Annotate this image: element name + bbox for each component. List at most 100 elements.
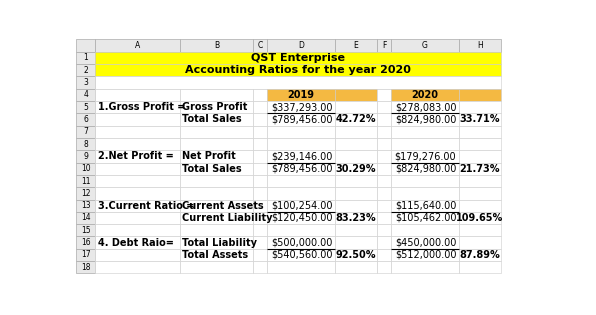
Bar — [76, 76, 95, 89]
Bar — [76, 175, 95, 187]
Bar — [377, 187, 391, 199]
Text: 1.Gross Profit =: 1.Gross Profit = — [98, 102, 185, 112]
Text: Gross Profit: Gross Profit — [182, 102, 247, 112]
Bar — [253, 113, 267, 126]
Text: $789,456.00: $789,456.00 — [271, 114, 333, 124]
Bar — [459, 138, 501, 150]
Bar — [76, 126, 95, 138]
Text: 6: 6 — [83, 115, 88, 124]
Bar — [76, 138, 95, 150]
Bar — [95, 64, 501, 76]
Bar — [180, 175, 253, 187]
Bar — [76, 237, 95, 249]
Text: Total Assets: Total Assets — [182, 250, 249, 260]
Text: 4. Debt Raio=: 4. Debt Raio= — [98, 238, 173, 248]
Bar — [76, 224, 95, 237]
Text: 8: 8 — [83, 140, 88, 149]
Bar — [95, 212, 180, 224]
Bar — [267, 163, 335, 175]
Bar — [253, 199, 267, 212]
Bar — [267, 89, 335, 101]
Text: 14: 14 — [81, 214, 91, 222]
Bar — [267, 175, 335, 187]
Bar — [267, 224, 335, 237]
Text: $450,000.00: $450,000.00 — [395, 238, 457, 248]
Bar — [377, 212, 391, 224]
Bar — [95, 237, 180, 249]
Bar — [267, 138, 335, 150]
Text: 83.23%: 83.23% — [336, 213, 376, 223]
Bar — [76, 212, 95, 224]
Bar — [267, 150, 335, 163]
Text: 42.72%: 42.72% — [336, 114, 376, 124]
Bar — [377, 249, 391, 261]
Text: $337,293.00: $337,293.00 — [271, 102, 333, 112]
Bar — [76, 52, 95, 64]
Bar — [377, 237, 391, 249]
Bar — [267, 39, 335, 52]
Bar — [76, 150, 95, 163]
Bar — [391, 89, 459, 101]
Bar — [253, 89, 267, 101]
Bar — [267, 199, 335, 212]
Bar — [335, 150, 377, 163]
Bar — [377, 89, 391, 101]
Bar — [95, 39, 180, 52]
Bar — [95, 76, 501, 89]
Bar — [335, 163, 377, 175]
Bar — [180, 39, 253, 52]
Bar — [253, 126, 267, 138]
Bar — [377, 150, 391, 163]
Text: 3: 3 — [83, 78, 88, 87]
Bar — [267, 261, 335, 273]
Bar — [459, 150, 501, 163]
Text: $824,980.00: $824,980.00 — [395, 114, 457, 124]
Bar — [95, 101, 180, 113]
Bar — [391, 249, 459, 261]
Bar — [95, 138, 180, 150]
Text: $512,000.00: $512,000.00 — [395, 250, 457, 260]
Text: G: G — [422, 41, 428, 50]
Text: Total Sales: Total Sales — [182, 164, 242, 174]
Bar — [391, 237, 459, 249]
Bar — [267, 126, 335, 138]
Bar — [335, 237, 377, 249]
Text: B: B — [214, 41, 219, 50]
Text: E: E — [353, 41, 358, 50]
Text: $824,980.00: $824,980.00 — [395, 164, 457, 174]
Bar — [459, 187, 501, 199]
Bar — [95, 249, 180, 261]
Bar — [76, 89, 95, 101]
Bar — [335, 199, 377, 212]
Bar — [180, 101, 253, 113]
Bar — [391, 150, 459, 163]
Text: Current Liability: Current Liability — [182, 213, 273, 223]
Bar — [267, 212, 335, 224]
Bar — [253, 187, 267, 199]
Bar — [459, 224, 501, 237]
Text: 33.71%: 33.71% — [460, 114, 500, 124]
Text: 30.29%: 30.29% — [336, 164, 376, 174]
Text: Accounting Ratios for the year 2020: Accounting Ratios for the year 2020 — [185, 65, 411, 75]
Bar — [335, 138, 377, 150]
Bar — [253, 175, 267, 187]
Bar — [76, 261, 95, 273]
Text: 7: 7 — [83, 127, 88, 136]
Bar — [76, 39, 95, 52]
Bar — [267, 113, 335, 126]
Bar — [267, 249, 335, 261]
Text: 5: 5 — [83, 103, 88, 112]
Text: 87.89%: 87.89% — [460, 250, 500, 260]
Bar — [253, 101, 267, 113]
Bar — [76, 249, 95, 261]
Bar — [95, 261, 180, 273]
Bar — [377, 224, 391, 237]
Bar — [377, 163, 391, 175]
Bar — [95, 175, 180, 187]
Text: Net Profit: Net Profit — [182, 152, 236, 161]
Text: 3.Current Ratio =: 3.Current Ratio = — [98, 201, 194, 211]
Text: $105,462.00: $105,462.00 — [395, 213, 457, 223]
Text: $100,254.00: $100,254.00 — [271, 201, 333, 211]
Bar — [391, 101, 459, 113]
Bar — [253, 39, 267, 52]
